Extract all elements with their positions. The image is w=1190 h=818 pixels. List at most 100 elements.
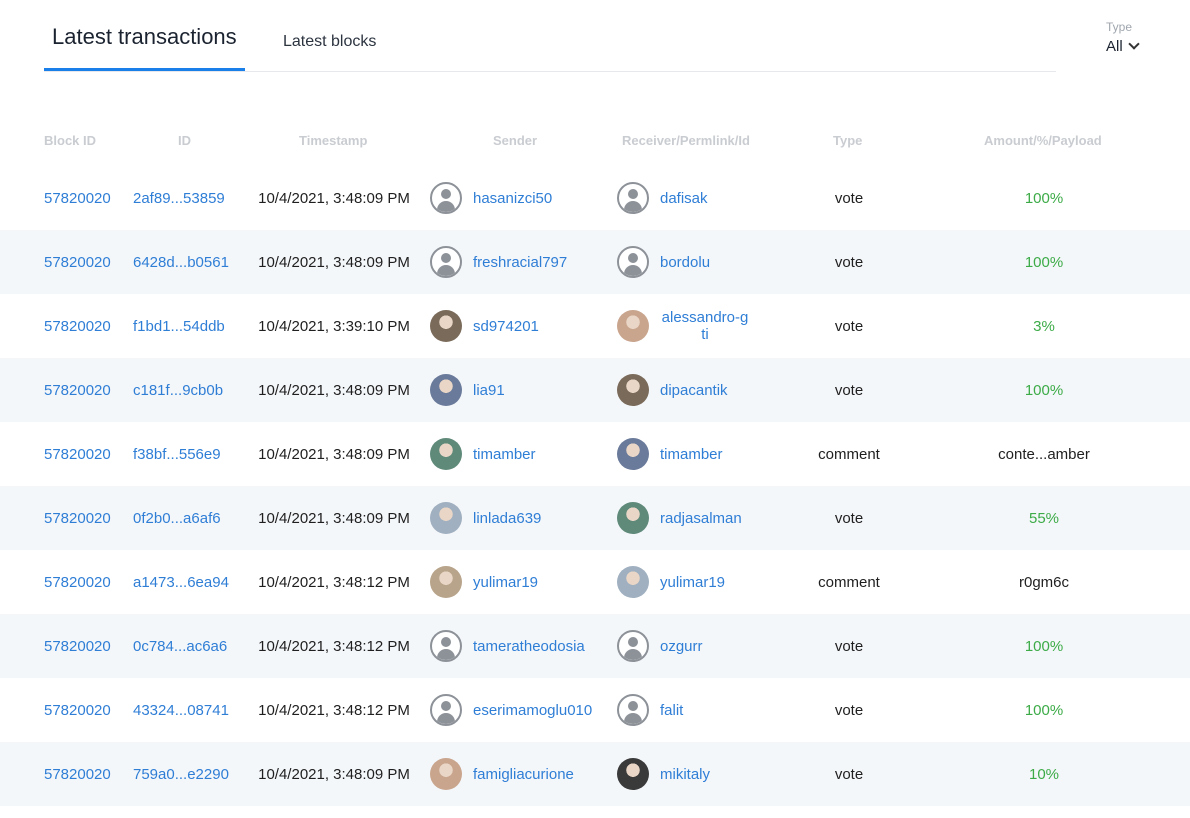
transaction-id-link[interactable]: 43324...08741 [133,701,229,719]
user-photo-avatar[interactable] [430,566,462,598]
timestamp: 10/4/2021, 3:48:09 PM [258,445,410,463]
default-avatar-icon[interactable] [430,694,462,726]
receiver-cell: bordolu [617,230,710,294]
user-photo-avatar[interactable] [617,758,649,790]
receiver-cell: radjasalman [617,486,742,550]
tab-bar: Latest transactions Latest blocks [44,0,1056,72]
user-photo-avatar[interactable] [430,502,462,534]
sender-name-link[interactable]: hasanizci50 [473,189,553,207]
receiver-name-link[interactable]: falit [660,701,684,719]
table-row: 57820020 43324...08741 10/4/2021, 3:48:12 … [0,678,1190,742]
tab-latest-transactions[interactable]: Latest transactions [44,24,245,71]
receiver-name-link[interactable]: ozgurr [660,637,703,655]
receiver-name-link[interactable]: dafisak [660,189,708,207]
receiver-name-link[interactable]: yulimar19 [660,573,726,591]
type-filter-label: Type [1106,20,1133,34]
transaction-id-link[interactable]: 0f2b0...a6af6 [133,509,221,527]
timestamp: 10/4/2021, 3:48:09 PM [258,509,410,527]
sender-cell: famigliacurione [430,742,574,806]
receiver-name-link[interactable]: alessandro-gti [661,309,749,343]
sender-cell: lia91 [430,358,505,422]
table-row: 57820020 0c784...ac6a6 10/4/2021, 3:48:12 … [0,614,1190,678]
block-id-link[interactable]: 57820020 [44,253,111,271]
user-photo-avatar[interactable] [617,566,649,598]
transaction-type: comment [818,445,880,463]
user-photo-avatar[interactable] [617,502,649,534]
block-id-link[interactable]: 57820020 [44,189,111,207]
receiver-cell: mikitaly [617,742,710,806]
receiver-cell: falit [617,678,683,742]
amount-value: 100% [1024,381,1064,399]
receiver-name-link[interactable]: dipacantik [660,381,728,399]
receiver-cell: dipacantik [617,358,728,422]
transaction-id-link[interactable]: f38bf...556e9 [133,445,221,463]
sender-name-link[interactable]: timamber [473,445,536,463]
user-photo-avatar[interactable] [617,374,649,406]
receiver-name-link[interactable]: bordolu [660,253,711,271]
receiver-name-link[interactable]: radjasalman [660,509,742,527]
column-header-amount: Amount/%/Payload [984,133,1102,148]
block-id-link[interactable]: 57820020 [44,317,111,335]
user-photo-avatar[interactable] [430,374,462,406]
type-filter-value[interactable]: All [1106,38,1123,55]
tab-latest-blocks[interactable]: Latest blocks [283,33,377,50]
sender-cell: hasanizci50 [430,166,552,230]
type-filter-dropdown[interactable]: Type All [1106,20,1140,56]
sender-name-link[interactable]: famigliacurione [473,765,574,783]
transaction-id-link[interactable]: 759a0...e2290 [133,765,229,783]
block-id-link[interactable]: 57820020 [44,445,111,463]
transaction-id-link[interactable]: f1bd1...54ddb [133,317,225,335]
amount-value: 100% [1024,637,1064,655]
block-id-link[interactable]: 57820020 [44,381,111,399]
block-id-link[interactable]: 57820020 [44,573,111,591]
sender-cell: eserimamoglu010 [430,678,592,742]
receiver-name-link[interactable]: mikitaly [660,765,711,783]
user-photo-avatar[interactable] [430,438,462,470]
user-photo-avatar[interactable] [430,310,462,342]
amount-value: 10% [1028,765,1060,783]
transaction-id-link[interactable]: 6428d...b0561 [133,253,229,271]
default-avatar-icon[interactable] [617,694,649,726]
transaction-type: vote [834,253,864,271]
table-row: 57820020 a1473...6ea94 10/4/2021, 3:48:12 … [0,550,1190,614]
default-avatar-icon[interactable] [617,182,649,214]
block-id-link[interactable]: 57820020 [44,637,111,655]
sender-name-link[interactable]: sd974201 [473,317,539,335]
amount-value: 100% [1024,701,1064,719]
table-row: 57820020 f1bd1...54ddb 10/4/2021, 3:39:10 … [0,294,1190,358]
default-avatar-icon[interactable] [430,630,462,662]
sender-name-link[interactable]: yulimar19 [473,573,539,591]
sender-name-link[interactable]: eserimamoglu010 [473,701,593,719]
default-avatar-icon[interactable] [430,246,462,278]
block-id-link[interactable]: 57820020 [44,509,111,527]
transaction-type: vote [834,317,864,335]
amount-value: 3% [1033,317,1055,335]
receiver-name-link[interactable]: timamber [660,445,723,463]
amount-value: 55% [1028,509,1060,527]
user-photo-avatar[interactable] [617,438,649,470]
user-photo-avatar[interactable] [617,310,649,342]
user-photo-avatar[interactable] [430,758,462,790]
default-avatar-icon[interactable] [617,246,649,278]
default-avatar-icon[interactable] [617,630,649,662]
sender-name-link[interactable]: linlada639 [473,509,542,527]
transaction-id-link[interactable]: a1473...6ea94 [133,573,229,591]
table-row: 57820020 759a0...e2290 10/4/2021, 3:48:09 … [0,742,1190,806]
sender-name-link[interactable]: lia91 [473,381,505,399]
chevron-down-icon[interactable] [1128,38,1140,50]
default-avatar-icon[interactable] [430,182,462,214]
sender-name-link[interactable]: tameratheodosia [473,637,585,655]
table-row: 57820020 2af89...53859 10/4/2021, 3:48:09 … [0,166,1190,230]
amount-value: r0gm6c [1018,573,1070,591]
sender-name-link[interactable]: freshracial797 [473,253,568,271]
block-id-link[interactable]: 57820020 [44,701,111,719]
transaction-id-link[interactable]: c181f...9cb0b [133,381,224,399]
column-header-id: ID [178,133,191,148]
block-id-link[interactable]: 57820020 [44,765,111,783]
receiver-cell: dafisak [617,166,708,230]
sender-cell: tameratheodosia [430,614,585,678]
transaction-id-link[interactable]: 2af89...53859 [133,189,225,207]
receiver-cell: ozgurr [617,614,703,678]
transaction-id-link[interactable]: 0c784...ac6a6 [133,637,228,655]
sender-cell: sd974201 [430,294,539,358]
